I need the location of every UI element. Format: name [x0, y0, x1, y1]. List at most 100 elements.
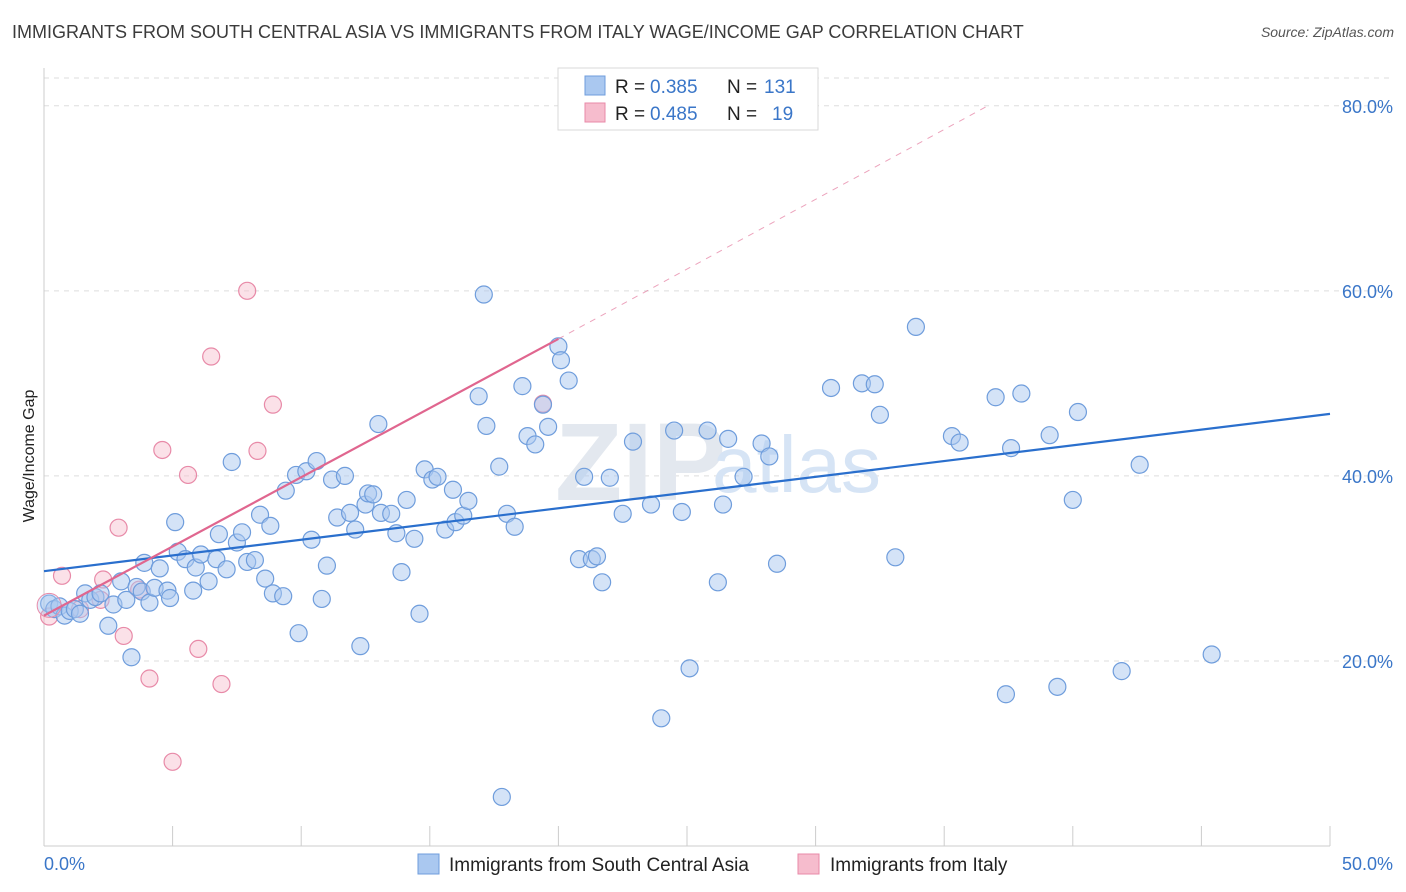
trend-line-italy-extended	[558, 105, 989, 340]
point-south-central-asia-99	[623, 432, 643, 451]
point-south-central-asia-111	[760, 447, 779, 466]
point-south-central-asia-61	[369, 414, 388, 434]
point-south-central-asia-117	[886, 548, 905, 567]
point-south-central-asia-125	[1040, 426, 1059, 445]
point-south-central-asia-84	[513, 377, 532, 396]
point-south-central-asia-129	[1112, 662, 1131, 681]
point-south-central-asia-66	[397, 490, 416, 510]
point-south-central-asia-6	[70, 604, 90, 623]
point-south-central-asia-116	[870, 405, 890, 424]
point-south-central-asia-41	[261, 516, 280, 535]
watermark-atlas: atlas	[712, 420, 881, 509]
point-south-central-asia-55	[340, 503, 360, 522]
stats-r-label-pink: R =	[615, 104, 645, 125]
trend-line-italy	[43, 337, 559, 617]
stats-n-value-pink: 19	[772, 104, 793, 125]
point-italy-13	[202, 347, 221, 366]
point-south-central-asia-78	[474, 285, 493, 304]
point-italy-14	[212, 674, 231, 694]
point-south-central-asia-124	[1012, 384, 1031, 403]
trend-lines	[43, 105, 1331, 617]
point-south-central-asia-113	[821, 378, 841, 398]
point-south-central-asia-34	[222, 452, 241, 472]
point-south-central-asia-38	[245, 550, 265, 570]
stats-legend-blue-swatch	[584, 75, 606, 96]
point-south-central-asia-77	[469, 387, 488, 406]
point-south-central-asia-115	[865, 375, 884, 394]
legend-swatch-italy	[797, 853, 820, 875]
point-south-central-asia-14	[117, 590, 136, 609]
point-south-central-asia-60	[364, 485, 383, 504]
point-italy-16	[248, 441, 267, 460]
point-italy-5	[109, 518, 128, 537]
point-south-central-asia-118	[906, 317, 926, 337]
point-south-central-asia-36	[232, 523, 252, 542]
point-south-central-asia-32	[209, 525, 228, 544]
point-south-central-asia-76	[459, 491, 478, 510]
point-south-central-asia-96	[593, 573, 612, 592]
point-south-central-asia-30	[199, 572, 218, 591]
point-south-central-asia-81	[492, 787, 511, 807]
trend-line-south-central-asia	[43, 412, 1331, 573]
point-south-central-asia-49	[307, 451, 326, 471]
legend-label-south-central-asia: Immigrants from South Central Asia	[449, 855, 749, 876]
point-south-central-asia-39	[250, 505, 270, 524]
stats-legend-pink-swatch	[584, 102, 606, 123]
x-tick-label-1: 50.0%	[1342, 854, 1393, 874]
point-south-central-asia-87	[533, 395, 553, 414]
point-south-central-asia-68	[410, 604, 429, 623]
point-south-central-asia-101	[652, 709, 671, 728]
stats-r-label-blue: R =	[615, 77, 645, 98]
point-south-central-asia-51	[317, 556, 337, 575]
tick-labels: 20.0% 40.0% 60.0% 80.0% 0.0% 50.0%	[44, 97, 1393, 874]
point-south-central-asia-29	[191, 545, 210, 564]
point-italy-10	[163, 752, 182, 771]
point-south-central-asia-104	[680, 659, 699, 678]
point-italy-9	[153, 440, 172, 460]
point-south-central-asia-131	[1202, 645, 1221, 664]
point-south-central-asia-15	[122, 648, 141, 667]
point-south-central-asia-67	[405, 529, 424, 548]
point-south-central-asia-79	[477, 416, 496, 436]
stats-legend: R = 0.385 N = 131 R = 0.485 N = 19	[557, 67, 819, 131]
stats-n-label-blue: N =	[727, 77, 757, 98]
point-south-central-asia-56	[346, 520, 365, 539]
point-south-central-asia-57	[351, 637, 370, 656]
point-south-central-asia-122	[996, 685, 1016, 704]
point-south-central-asia-102	[665, 421, 684, 440]
watermark-zip: ZIP	[555, 401, 726, 524]
point-south-central-asia-93	[575, 467, 594, 486]
point-south-central-asia-112	[767, 554, 787, 573]
point-south-central-asia-40	[256, 569, 275, 588]
point-south-central-asia-21	[150, 559, 169, 578]
point-south-central-asia-27	[184, 581, 203, 600]
point-south-central-asia-106	[708, 573, 727, 592]
point-south-central-asia-105	[698, 421, 717, 440]
point-south-central-asia-83	[505, 517, 524, 536]
point-south-central-asia-107	[713, 495, 733, 514]
point-italy-11	[178, 465, 198, 485]
point-south-central-asia-95	[587, 547, 607, 566]
point-south-central-asia-97	[600, 468, 619, 487]
point-south-central-asia-24	[166, 513, 185, 532]
y-tick-label-2: 60.0%	[1342, 282, 1393, 302]
point-south-central-asia-11	[99, 616, 118, 635]
point-italy-8	[140, 669, 159, 688]
point-south-central-asia-46	[289, 624, 308, 643]
series-italy-points	[40, 281, 553, 771]
point-south-central-asia-126	[1048, 677, 1067, 696]
series-south-central-asia-points	[36, 285, 1221, 807]
point-south-central-asia-65	[392, 563, 411, 582]
point-south-central-asia-128	[1068, 402, 1088, 422]
stats-r-value-blue: 0.385	[650, 77, 698, 98]
y-tick-label-0: 20.0%	[1342, 652, 1393, 672]
y-tick-label-1: 40.0%	[1342, 467, 1393, 487]
stats-n-value-blue: 131	[764, 77, 796, 98]
point-south-central-asia-50	[312, 589, 331, 609]
point-south-central-asia-98	[613, 504, 632, 523]
point-south-central-asia-54	[335, 466, 355, 485]
point-south-central-asia-127	[1063, 490, 1082, 510]
point-italy-1	[52, 566, 72, 585]
point-south-central-asia-43	[274, 587, 293, 606]
